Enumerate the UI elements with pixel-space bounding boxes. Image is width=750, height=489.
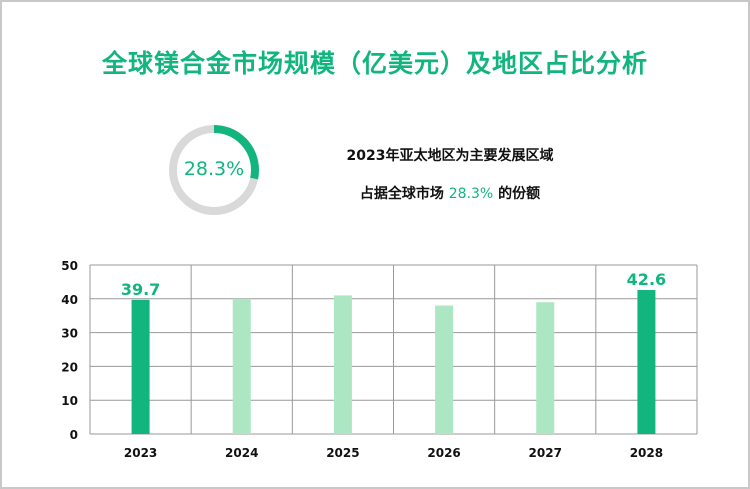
x-tick-label: 2024 [225,446,258,460]
donut-value: 28.3% [183,158,245,180]
y-tick-label: 20 [61,360,78,374]
bar-chart: 0 10 20 30 40 50 39.7 2023 2024 2025 2026 2027 42.6 2… [61,259,698,460]
info-line-1: 2023年亚太地区为主要发展区域 [346,148,554,164]
donut-arc [169,125,259,215]
page-title: 全球镁合金市场规模（亿美元）及地区占比分析 [101,49,648,78]
x-tick-label: 2025 [326,446,359,460]
bar-2024 [232,298,251,434]
bar-2023 [131,299,150,434]
data-label-2028: 42.6 [627,270,666,289]
y-tick-label: 40 [61,293,78,307]
info-line-2: 占据全球市场 28.3% 的份额 [300,183,600,203]
bar-2027 [536,302,555,434]
donut-chart [169,125,259,215]
x-tick-label: 2026 [427,446,460,460]
y-tick-label: 30 [61,327,78,341]
bar-2026 [435,305,454,434]
x-tick-label: 2023 [124,446,157,460]
y-tick-label: 10 [61,394,78,408]
info-prefix: 占据全球市场 [359,186,444,202]
info-value: 28.3% [448,186,494,202]
bar-2025 [333,295,352,434]
info-suffix: 的份额 [498,186,541,202]
x-tick-label: 2027 [529,446,562,460]
y-tick-label: 50 [61,259,78,273]
bar-2028 [637,290,656,434]
x-tick-label: 2028 [630,446,663,460]
y-tick-label: 0 [70,428,78,442]
data-label-2023: 39.7 [121,280,160,299]
